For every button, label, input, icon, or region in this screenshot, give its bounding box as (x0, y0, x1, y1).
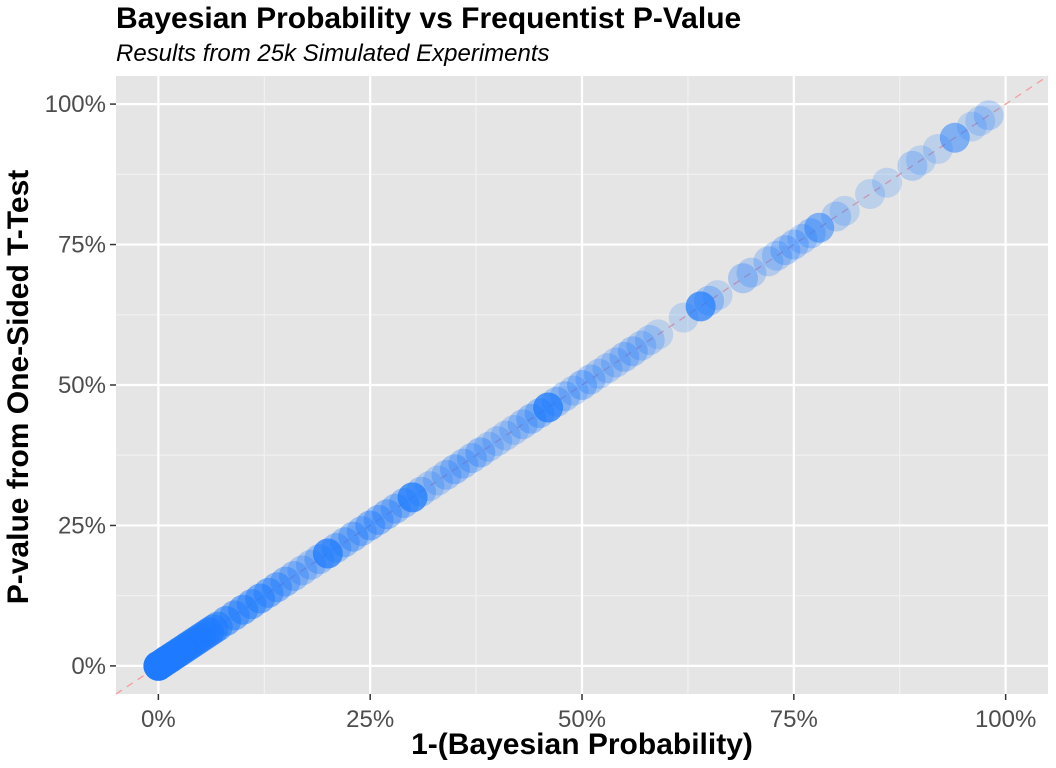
y-axis-ticks: 0% 25% 50% 75% 100% (45, 91, 116, 680)
x-axis-title: 1-(Bayesian Probability) (411, 728, 753, 761)
data-point (855, 178, 886, 209)
data-point (668, 302, 699, 333)
data-point (287, 555, 318, 586)
y-tick-label: 100% (45, 91, 106, 118)
data-point (278, 561, 309, 592)
data-point (575, 364, 606, 395)
x-tick-label: 0% (141, 706, 176, 733)
data-point (422, 465, 453, 496)
data-point (609, 341, 640, 372)
y-tick-label: 25% (58, 512, 106, 539)
data-point (753, 246, 784, 277)
x-tick-label: 25% (346, 706, 394, 733)
data-point (770, 235, 801, 266)
x-tick-label: 50% (558, 706, 606, 733)
data-point (355, 510, 386, 541)
data-point (905, 145, 936, 176)
data-point (482, 426, 513, 457)
data-point (490, 420, 521, 451)
data-point (507, 409, 538, 440)
data-point (626, 330, 657, 361)
data-point (634, 325, 665, 356)
data-point (736, 257, 767, 288)
data-point (795, 218, 826, 249)
x-axis-ticks: 0% 25% 50% 75% 100% (141, 694, 1036, 733)
data-point (567, 370, 597, 400)
data-point (380, 493, 411, 524)
data-point (939, 122, 970, 153)
chart-subtitle: Results from 25k Simulated Experiments (116, 40, 550, 67)
data-point (643, 319, 674, 350)
y-tick-label: 0% (71, 653, 106, 680)
x-tick-label: 100% (975, 706, 1036, 733)
data-point (592, 353, 623, 384)
data-point (372, 499, 403, 530)
data-point (804, 212, 835, 243)
data-point (312, 538, 343, 569)
data-point (829, 195, 860, 226)
data-point (727, 263, 758, 294)
data-point (922, 134, 953, 165)
data-point (524, 398, 555, 429)
data-point (973, 100, 1004, 131)
data-points (143, 100, 1004, 681)
data-point (304, 544, 335, 575)
data-point (685, 291, 716, 322)
data-point (143, 650, 174, 681)
data-point (897, 150, 928, 181)
y-tick-label: 50% (58, 372, 106, 399)
data-point (778, 229, 809, 260)
data-point (389, 487, 420, 518)
data-point (448, 448, 479, 479)
data-point (558, 375, 589, 406)
data-point (872, 167, 903, 198)
data-point (338, 521, 369, 552)
data-point (617, 336, 648, 367)
data-point (473, 431, 504, 462)
data-point (600, 347, 631, 378)
data-point (787, 223, 818, 254)
data-point (516, 403, 547, 434)
data-point (465, 437, 496, 468)
x-tick-label: 75% (770, 706, 818, 733)
data-point (346, 516, 377, 547)
data-point (499, 414, 530, 445)
data-point (363, 504, 394, 535)
data-point (397, 482, 428, 513)
data-point (456, 443, 487, 474)
chart-title: Bayesian Probability vs Frequentist P-Va… (116, 2, 742, 35)
y-axis-title: P-value from One-Sided T-Test (2, 170, 35, 605)
y-tick-label: 75% (58, 232, 106, 259)
data-point (533, 392, 564, 423)
data-point (761, 240, 792, 271)
data-point (295, 549, 326, 580)
data-point (439, 454, 470, 485)
data-point (965, 105, 996, 136)
data-point (431, 459, 462, 490)
data-point (583, 358, 614, 389)
